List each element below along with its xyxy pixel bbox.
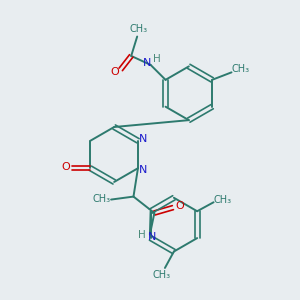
Text: O: O: [61, 162, 70, 172]
Text: CH₃: CH₃: [92, 194, 111, 204]
Text: O: O: [110, 68, 119, 77]
Text: H: H: [153, 54, 160, 64]
Text: CH₃: CH₃: [152, 270, 170, 280]
Text: CH₃: CH₃: [231, 64, 250, 74]
Text: H: H: [138, 230, 146, 240]
Text: O: O: [175, 201, 184, 211]
Text: N: N: [148, 232, 157, 242]
Text: CH₃: CH₃: [214, 195, 232, 205]
Text: CH₃: CH₃: [130, 24, 148, 34]
Text: N: N: [143, 58, 151, 68]
Text: N: N: [139, 134, 148, 144]
Text: N: N: [139, 165, 148, 175]
